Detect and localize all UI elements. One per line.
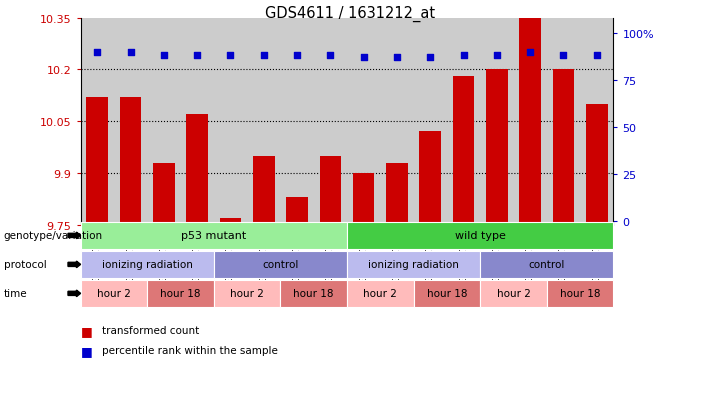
Text: percentile rank within the sample: percentile rank within the sample xyxy=(102,345,278,355)
Bar xyxy=(347,251,480,278)
Bar xyxy=(547,280,613,307)
Point xyxy=(558,53,569,59)
Text: hour 2: hour 2 xyxy=(230,289,264,299)
Bar xyxy=(347,222,613,249)
Bar xyxy=(253,156,275,225)
Bar xyxy=(214,251,347,278)
Text: genotype/variation: genotype/variation xyxy=(4,231,102,241)
Text: hour 2: hour 2 xyxy=(363,289,397,299)
Bar xyxy=(147,280,214,307)
Bar xyxy=(214,280,280,307)
Text: hour 2: hour 2 xyxy=(496,289,531,299)
Bar xyxy=(320,156,341,225)
Text: ■: ■ xyxy=(81,324,93,337)
Text: hour 18: hour 18 xyxy=(560,289,600,299)
Text: time: time xyxy=(4,289,27,299)
Text: control: control xyxy=(529,260,565,270)
Text: protocol: protocol xyxy=(4,260,46,270)
Bar xyxy=(486,70,508,225)
Bar xyxy=(86,98,108,225)
Bar xyxy=(586,104,608,225)
Bar xyxy=(153,163,175,225)
Point xyxy=(425,55,436,61)
Bar xyxy=(347,280,414,307)
Point xyxy=(225,53,236,59)
Bar xyxy=(286,197,308,225)
Text: GDS4611 / 1631212_at: GDS4611 / 1631212_at xyxy=(266,6,435,22)
Point xyxy=(158,53,170,59)
Bar xyxy=(219,218,241,225)
Point xyxy=(292,53,303,59)
Bar xyxy=(480,280,547,307)
Bar xyxy=(453,77,475,225)
Bar xyxy=(186,115,208,225)
Point xyxy=(591,53,602,59)
Point xyxy=(191,53,203,59)
Bar xyxy=(519,19,541,225)
Bar xyxy=(280,280,347,307)
Text: hour 18: hour 18 xyxy=(294,289,334,299)
Bar xyxy=(353,173,374,225)
Text: p53 mutant: p53 mutant xyxy=(181,231,247,241)
Point xyxy=(491,53,503,59)
Point xyxy=(358,55,369,61)
Bar xyxy=(480,251,613,278)
Text: ■: ■ xyxy=(81,344,93,357)
Point xyxy=(125,49,136,56)
Bar xyxy=(120,98,142,225)
Text: ionizing radiation: ionizing radiation xyxy=(368,260,459,270)
Point xyxy=(325,53,336,59)
Point xyxy=(391,55,402,61)
Bar xyxy=(552,70,574,225)
Bar xyxy=(81,251,214,278)
Point xyxy=(458,53,469,59)
Bar xyxy=(81,280,147,307)
Text: hour 18: hour 18 xyxy=(161,289,200,299)
Text: hour 2: hour 2 xyxy=(97,289,131,299)
Text: control: control xyxy=(262,260,299,270)
Bar xyxy=(414,280,480,307)
Text: transformed count: transformed count xyxy=(102,325,199,335)
Point xyxy=(258,53,269,59)
Bar xyxy=(386,163,408,225)
Bar xyxy=(419,132,441,225)
Text: hour 18: hour 18 xyxy=(427,289,467,299)
Point xyxy=(92,49,103,56)
Point xyxy=(524,49,536,56)
Bar xyxy=(81,222,347,249)
Text: ionizing radiation: ionizing radiation xyxy=(102,260,193,270)
Text: wild type: wild type xyxy=(455,231,505,241)
